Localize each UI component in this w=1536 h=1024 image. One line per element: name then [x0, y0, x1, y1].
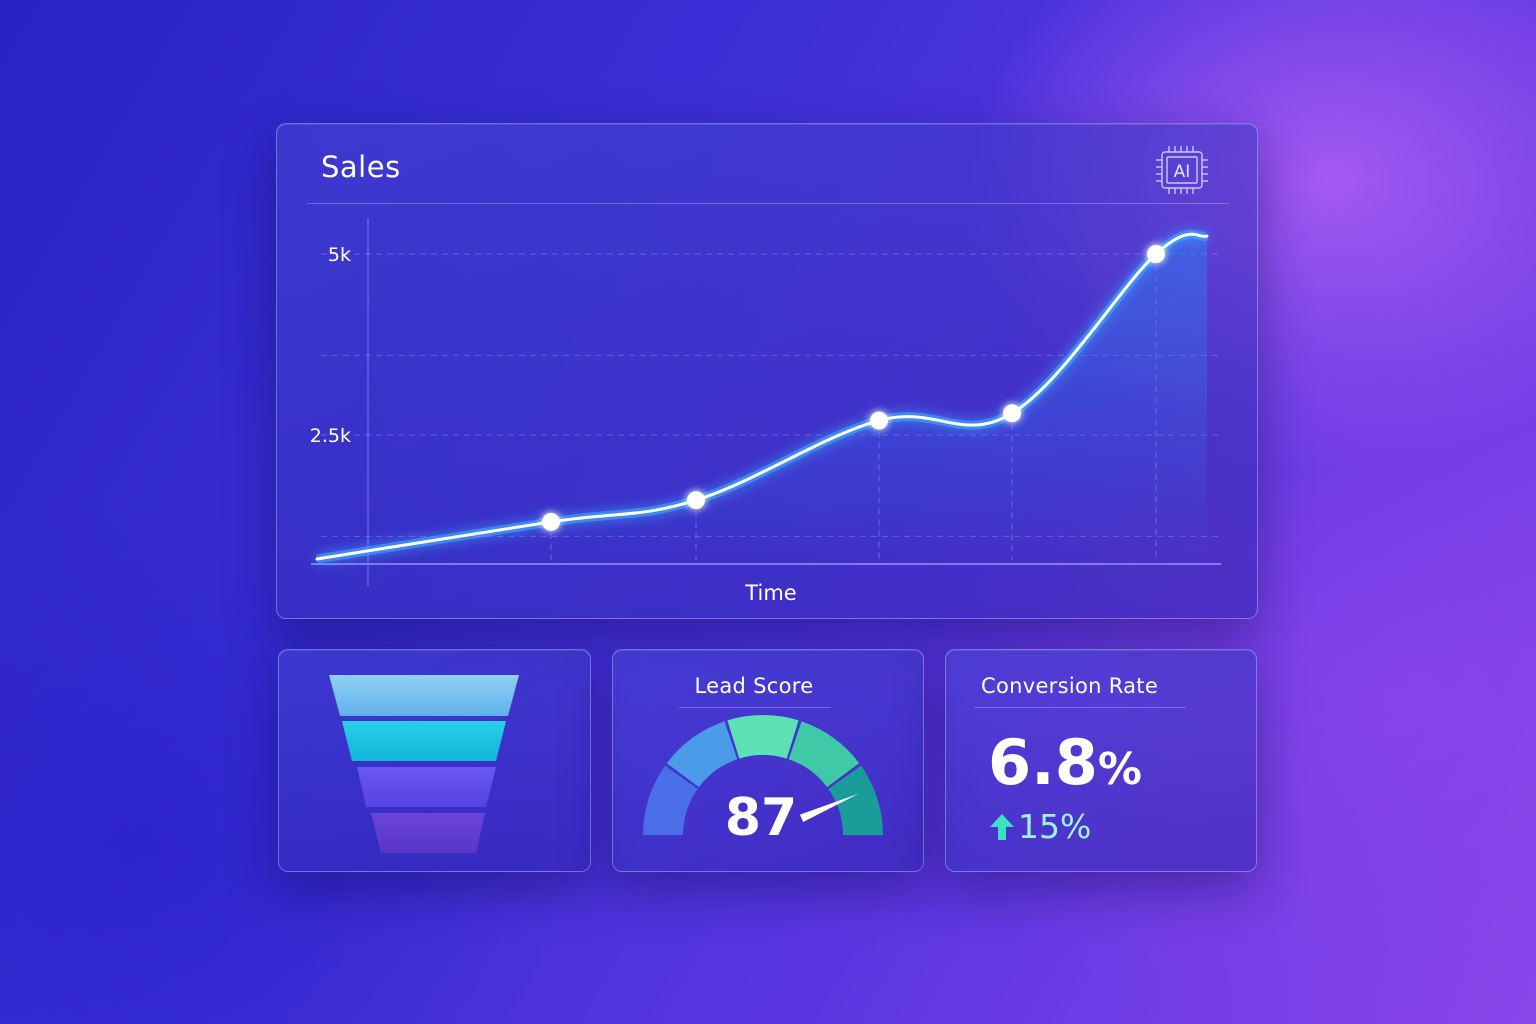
- lead-score-gauge: [643, 715, 883, 835]
- gauge-segment: [828, 765, 883, 835]
- sales-data-point[interactable]: [1003, 404, 1021, 423]
- ai-badge-label: AI: [1174, 162, 1191, 182]
- sales-data-point[interactable]: [542, 512, 560, 531]
- page-title: Sales: [321, 150, 401, 184]
- funnel-stage-1[interactable]: [329, 675, 519, 716]
- gauge-segment: [643, 765, 698, 835]
- funnel-stage-2[interactable]: [342, 721, 506, 761]
- sales-data-point[interactable]: [687, 491, 705, 510]
- conversion-rate-number: 6.8: [988, 726, 1098, 799]
- funnel-card: [278, 649, 591, 872]
- arrow-up-icon: [990, 813, 1014, 840]
- ai-chip-icon[interactable]: AI: [1147, 142, 1217, 202]
- conversion-rate-value: 6.8%: [988, 726, 1142, 799]
- conversion-rate-change-value: 15%: [1018, 807, 1092, 846]
- gauge-segment: [666, 721, 738, 788]
- y-tick-label: 5k: [328, 244, 351, 266]
- conversion-rate-title: Conversion Rate: [981, 674, 1159, 698]
- sales-area-fill: [317, 234, 1207, 564]
- lead-score-value: 87: [724, 788, 798, 848]
- conversion-rate-change: 15%: [988, 807, 1091, 846]
- gauge-segment: [727, 715, 799, 759]
- funnel-stage-4[interactable]: [371, 813, 485, 853]
- gauge-needle: [799, 793, 859, 822]
- sales-line-chart: 5k 2.5k Time: [310, 218, 1221, 605]
- lead-score-title: Lead Score: [694, 674, 814, 698]
- conversion-rate-unit: %: [1097, 744, 1142, 795]
- y-tick-label: 2.5k: [310, 425, 351, 447]
- sales-data-point[interactable]: [870, 411, 888, 430]
- lead-score-divider: [679, 707, 831, 708]
- x-axis-label: Time: [744, 581, 796, 605]
- sales-data-point[interactable]: [1147, 245, 1165, 263]
- gauge-segment: [788, 721, 860, 788]
- title-divider: [307, 203, 1229, 204]
- funnel-chart: [329, 675, 519, 853]
- funnel-stage-3[interactable]: [357, 767, 496, 807]
- lead-score-card: Lead Score 87: [612, 649, 924, 872]
- sales-card: 5k 2.5k Time Sales AI: [276, 123, 1258, 619]
- sales-line: [315, 232, 1209, 561]
- conversion-rate-divider: [974, 707, 1186, 708]
- conversion-rate-card: Conversion Rate 6.8% 15%: [945, 649, 1257, 872]
